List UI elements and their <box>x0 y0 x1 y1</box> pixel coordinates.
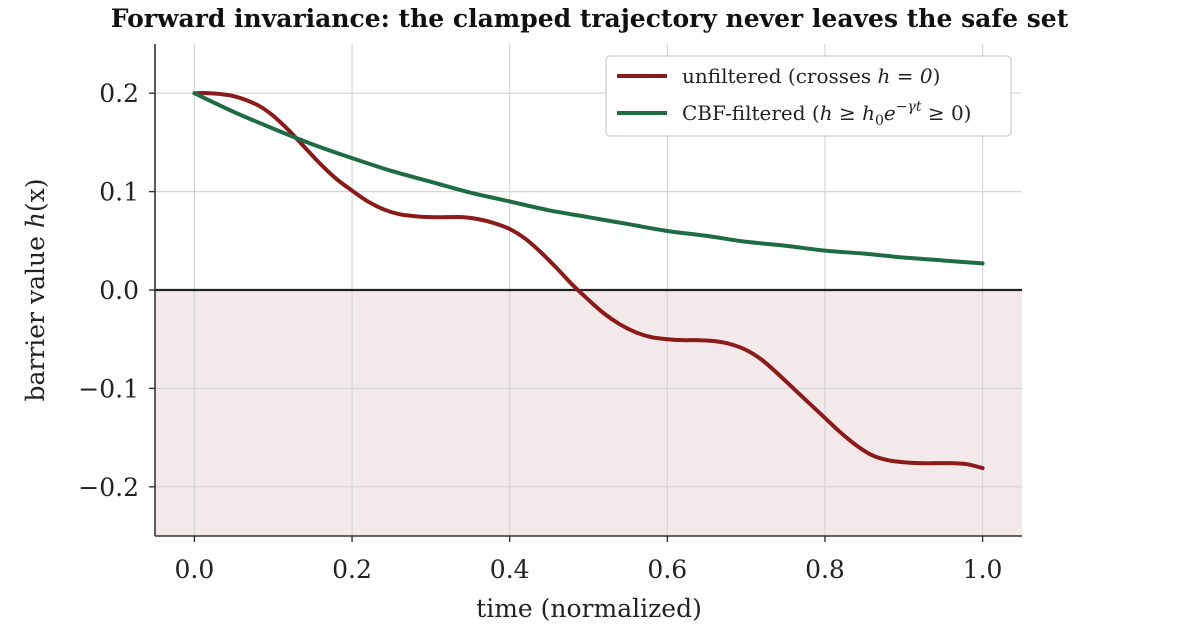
y-tick-label: 0.1 <box>99 178 139 207</box>
x-tick-label: 0.6 <box>647 555 687 584</box>
legend-label-cbf-filtered: CBF-filtered (h ≥ h0e−γt ≥ 0) <box>682 99 971 129</box>
y-axis-label: barrier value h(x) <box>21 178 50 401</box>
series-line-cbf-filtered <box>192 91 985 266</box>
unsafe-region <box>155 290 1022 536</box>
x-tick-label: 0.8 <box>805 555 845 584</box>
x-tick-label: 0.4 <box>490 555 530 584</box>
x-tick-label: 0.2 <box>332 555 372 584</box>
legend-box <box>605 55 1012 137</box>
y-tick-label: 0.0 <box>99 276 139 305</box>
y-tick-label: 0.2 <box>99 79 139 108</box>
series-line-unfiltered <box>192 90 985 471</box>
y-tick-label: −0.1 <box>78 374 139 403</box>
y-tick-label: −0.2 <box>78 473 139 502</box>
chart-title: Forward invariance: the clamped trajecto… <box>110 4 1069 33</box>
legend: unfiltered (crosses h = 0) CBF-filtered … <box>605 55 1012 137</box>
legend-label-unfiltered: unfiltered (crosses h = 0) <box>682 64 940 88</box>
x-tick-label: 0.0 <box>175 555 215 584</box>
x-tick-label: 1.0 <box>963 555 1003 584</box>
x-axis-label: time (normalized) <box>476 594 702 623</box>
